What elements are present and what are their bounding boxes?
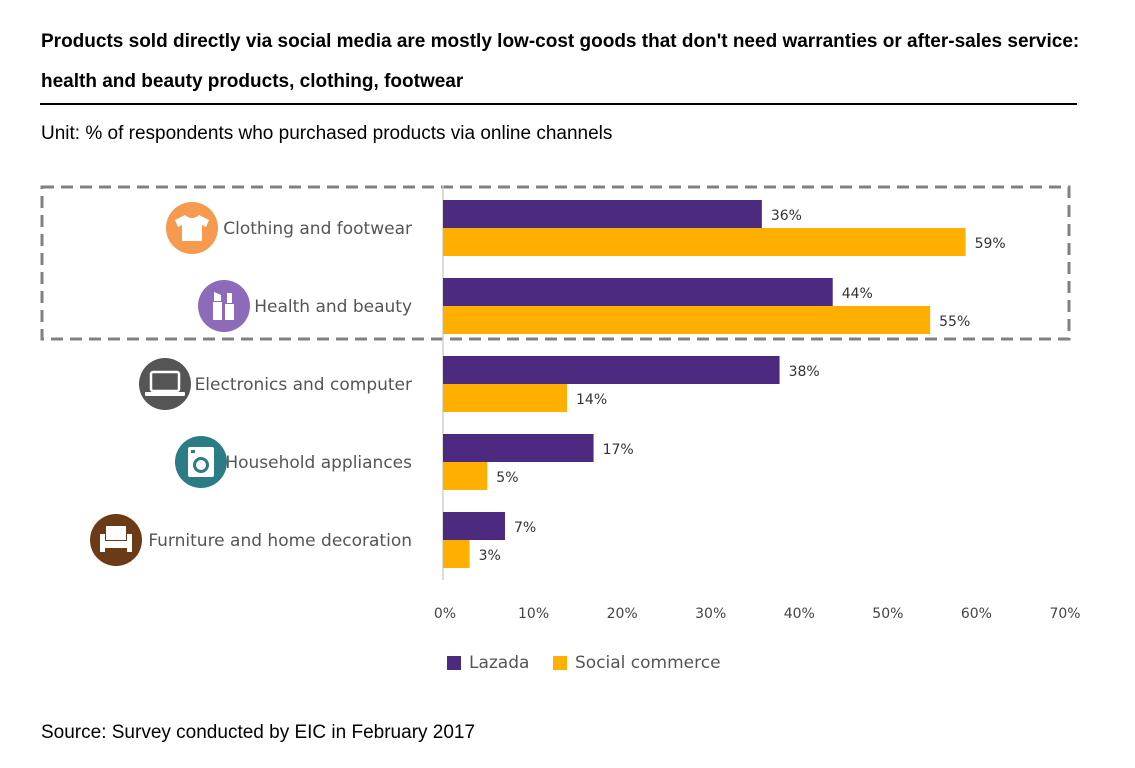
legend-label: Social commerce xyxy=(575,653,721,673)
data-label: 17% xyxy=(603,442,634,458)
bar-social-commerce xyxy=(443,540,470,568)
x-tick-label: 60% xyxy=(961,606,992,622)
data-label: 14% xyxy=(576,392,607,408)
x-tick-label: 10% xyxy=(518,606,549,622)
data-label: 59% xyxy=(975,236,1006,252)
data-label: 36% xyxy=(771,208,802,224)
unit-label: Unit: % of respondents who purchased pro… xyxy=(41,123,613,144)
x-tick-label: 40% xyxy=(784,606,815,622)
x-tick-label: 20% xyxy=(607,606,638,622)
legend-swatch xyxy=(553,656,567,670)
bar-lazada xyxy=(443,434,594,462)
legend-item-lazada: Lazada xyxy=(447,653,529,673)
data-label: 5% xyxy=(496,470,518,486)
title-divider xyxy=(40,103,1077,105)
data-label: 44% xyxy=(842,286,873,302)
legend-swatch xyxy=(447,656,461,670)
bar-lazada xyxy=(443,200,762,228)
bar-lazada xyxy=(443,512,505,540)
laptop-icon xyxy=(139,358,191,410)
data-label: 3% xyxy=(479,548,501,564)
data-label: 7% xyxy=(514,520,536,536)
bar-lazada xyxy=(443,278,833,306)
chart-title: Products sold directly via social media … xyxy=(41,31,1080,92)
lipstick-icon xyxy=(198,280,250,332)
category-label: Electronics and computer xyxy=(195,375,412,395)
bar-social-commerce xyxy=(443,228,966,256)
washing-machine-icon xyxy=(175,436,227,488)
tshirt-icon xyxy=(166,202,218,254)
bar-lazada xyxy=(443,356,780,384)
legend-label: Lazada xyxy=(469,653,529,673)
data-label: 55% xyxy=(939,314,970,330)
category-label: Clothing and footwear xyxy=(223,219,412,239)
category-label: Health and beauty xyxy=(254,297,412,317)
highlight-box xyxy=(40,185,1071,341)
category-label: Furniture and home decoration xyxy=(148,531,412,551)
data-label: 38% xyxy=(789,364,820,380)
x-tick-label: 0% xyxy=(434,606,456,622)
legend-item-social-commerce: Social commerce xyxy=(553,653,721,673)
x-tick-label: 30% xyxy=(695,606,726,622)
category-label: Household appliances xyxy=(225,453,412,473)
bar-social-commerce xyxy=(443,384,567,412)
x-tick-label: 70% xyxy=(1049,606,1080,622)
armchair-icon xyxy=(90,514,142,566)
bar-social-commerce xyxy=(443,306,931,334)
source-note: Source: Survey conducted by EIC in Febru… xyxy=(41,722,476,743)
x-tick-label: 50% xyxy=(872,606,903,622)
bar-social-commerce xyxy=(443,462,488,490)
